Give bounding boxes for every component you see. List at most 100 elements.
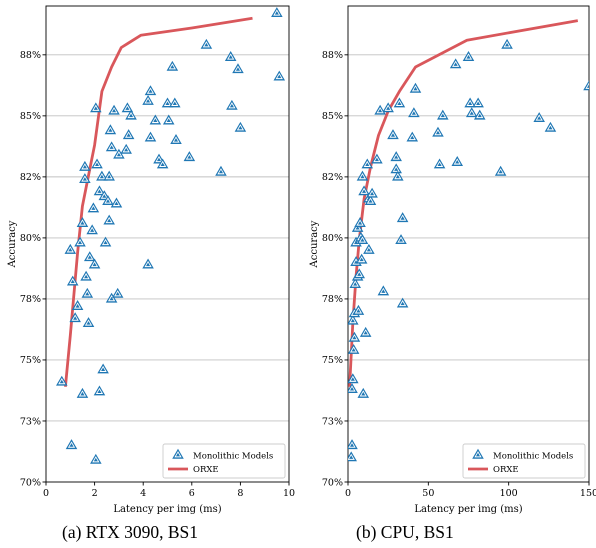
monolithic-point [226,99,238,110]
panel-rtx3090: 70% 73% 75% 78% 80% 82% 85% 88% 0 2 4 6 8 10 Latency p… [7,5,295,515]
triangle-marker-core [398,238,404,242]
legend: Monolithic Models ORXE [162,443,286,479]
legend-marker-monolithic [472,448,484,459]
monolithic-point [161,97,174,108]
legend-marker-monolithic [172,448,184,459]
triangle-marker-core [160,162,165,166]
monolithic-point [377,285,390,296]
triangle-marker-core [353,282,358,286]
triangle-marker-core [175,452,181,457]
triangle-marker-core [374,157,379,162]
triangle-marker-core [390,133,396,137]
triangle-marker-core [109,145,114,149]
x-tick-label: 10 [283,488,295,499]
triangle-marker-core [77,240,83,245]
triangle-marker-core [146,99,151,103]
triangle-marker-core [274,11,279,15]
triangle-marker-core [111,108,117,113]
monolithic-point [121,102,134,113]
monolithic-point [465,107,478,118]
monolithic-point [66,275,79,286]
triangle-marker-core [498,169,503,174]
triangle-marker-core [410,135,415,140]
triangle-marker-core [102,194,107,198]
monolithic-point [533,112,545,123]
triangle-marker-core [586,84,589,88]
triangle-marker-core [86,321,91,325]
monolithic-point [359,326,372,337]
y-tick-label: 75% [322,355,343,366]
monolithic-point [76,217,89,227]
y-tick-label: 88% [322,50,343,61]
monolithic-point [396,212,409,223]
triangle-marker-core [129,113,134,118]
triangle-marker-core [397,101,402,105]
x-axis-label: Latency per img (ms) [113,504,221,515]
triangle-marker-core [349,455,354,459]
monolithic-point [113,148,125,159]
monolithic-point [90,102,102,113]
monolithic-point [103,170,115,181]
monolithic-point [103,214,115,225]
monolithic-point [149,114,162,125]
triangle-marker-core [91,206,96,210]
monolithic-point [111,287,124,298]
monolithic-point [382,102,394,113]
triangle-marker-core [359,257,364,262]
monolithic-point [144,85,157,96]
monolithic-point [69,312,81,323]
triangle-marker-core [85,291,90,296]
triangle-marker-core [362,189,367,193]
y-tick-label: 85% [322,111,343,122]
triangle-marker-core [395,174,400,179]
monolithic-point [144,131,157,142]
triangle-marker-core [350,377,355,381]
triangle-marker-core [349,443,355,447]
triangle-marker-core [548,125,553,130]
triangle-marker-core [107,218,112,223]
monolithic-point [451,156,464,166]
triangle-marker-core [101,367,106,372]
monolithic-point [449,58,462,69]
triangle-marker-core [238,125,243,130]
triangle-marker-core [353,240,359,245]
triangle-marker-core [99,174,104,179]
monolithic-point [544,121,557,132]
monolithic-point [234,121,247,132]
monolithic-point [86,224,98,235]
y-tick-label: 82% [322,172,343,183]
monolithic-point [348,439,358,450]
y-tick-label: 78% [20,294,41,305]
triangle-marker-core [370,191,375,196]
triangle-marker-core [146,262,151,267]
legend: Monolithic Models ORXE [462,443,586,479]
monolithic-point [432,126,444,137]
triangle-marker-core [94,162,100,166]
legend-label-monolithic: Monolithic Models [193,452,273,462]
monolithic-point [224,51,237,61]
triangle-marker-core [229,103,234,108]
monolithic-point [363,243,375,254]
monolithic-point [366,187,378,198]
monolithic-point [56,375,68,386]
y-tick-label: 88% [20,50,41,61]
triangle-marker-core [73,316,78,320]
triangle-marker-core [125,106,130,110]
monolithic-point [90,453,102,464]
triangle-marker-core [400,216,405,220]
monolithic-point [71,300,84,310]
plot-area [56,7,286,464]
x-tick-label: 8 [237,488,243,499]
monolithic-point [142,258,154,269]
triangle-marker-core [235,67,241,71]
triangle-marker-core [115,291,120,296]
monolithic-point [501,38,513,49]
triangle-marker-core [170,64,175,69]
triangle-marker-core [358,221,363,225]
triangle-marker-core [378,108,383,113]
legend-label-monolithic: Monolithic Models [493,452,573,462]
y-tick-label: 75% [20,355,41,366]
legend-box [462,443,586,479]
monolithic-point [473,109,486,120]
